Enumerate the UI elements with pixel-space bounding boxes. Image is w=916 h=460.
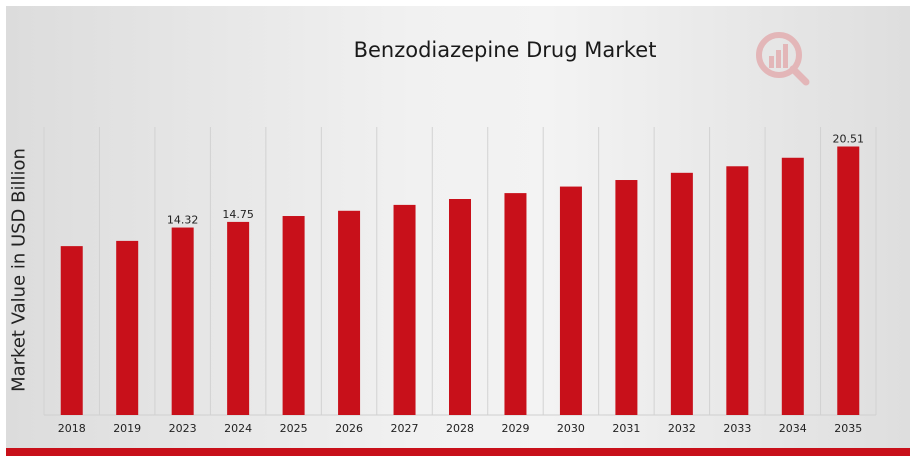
x-tick-label: 2023 [169, 422, 197, 435]
chart-title: Benzodiazepine Drug Market [353, 38, 657, 62]
data-label: 14.32 [167, 214, 199, 227]
bar-2018 [60, 246, 83, 415]
x-tick-label: 2032 [668, 422, 696, 435]
bar-2035 [837, 146, 860, 416]
x-tick-label: 2018 [58, 422, 86, 435]
bottom-accent-bar [6, 448, 910, 456]
x-tick-label: 2033 [723, 422, 751, 435]
x-tick-label: 2029 [501, 422, 529, 435]
bar-2027 [393, 204, 416, 415]
x-tick-label: 2028 [446, 422, 474, 435]
x-tick-label: 2019 [113, 422, 141, 435]
bar-2031 [615, 180, 638, 415]
x-tick-label: 2035 [834, 422, 862, 435]
bar-2030 [559, 186, 582, 415]
bar-2033 [726, 166, 749, 415]
bar-2028 [449, 199, 471, 415]
bar-2026 [338, 210, 361, 415]
analytics-logo-icon [756, 32, 810, 86]
x-tick-label: 2025 [280, 422, 308, 435]
bar-2032 [670, 172, 693, 415]
x-tick-label: 2024 [224, 422, 252, 435]
bar-2023 [171, 227, 194, 415]
bar-2025 [282, 216, 305, 415]
bar-2029 [504, 193, 527, 415]
x-tick-label: 2031 [612, 422, 640, 435]
bar-2034 [781, 157, 804, 415]
x-tick-label: 2026 [335, 422, 363, 435]
x-tick-label: 2034 [779, 422, 807, 435]
x-tick-label: 2027 [391, 422, 419, 435]
data-label: 14.75 [222, 208, 254, 221]
bar-2024 [227, 221, 250, 415]
x-tick-label: 2030 [557, 422, 585, 435]
data-label: 20.51 [833, 133, 865, 146]
bar-2019 [116, 240, 139, 415]
